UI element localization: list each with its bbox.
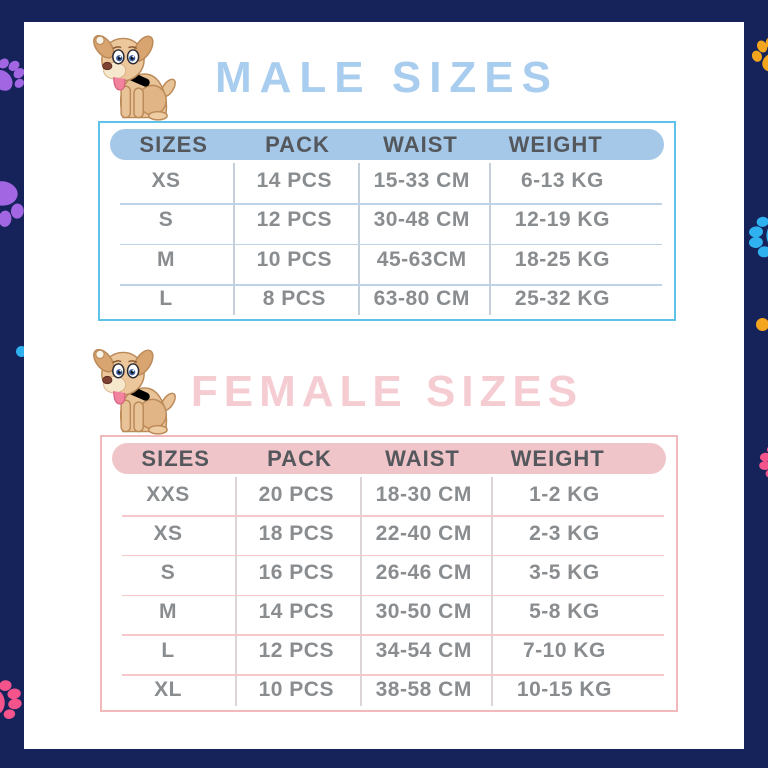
table-cell: 63-80 CM [373, 287, 470, 311]
table-cell: M [157, 247, 175, 271]
table-cell: L [159, 287, 173, 311]
table-cell: 7-10 KG [522, 639, 606, 663]
paw-dot-icon [16, 346, 27, 357]
column-divider [233, 163, 235, 315]
row-divider [120, 284, 662, 286]
table-cell: 14 PCS [256, 168, 332, 192]
female-sizes-table: SIZES PACK WAIST WEIGHT XXS 20 PCS 18-30… [100, 435, 678, 712]
table-cell: S [158, 208, 174, 232]
row-divider [122, 594, 664, 597]
row-divider [120, 203, 662, 205]
row-divider [122, 515, 664, 517]
row-divider [120, 243, 662, 245]
column-header-weight: WEIGHT [508, 131, 603, 157]
male-table-header-row: SIZES PACK WAIST WEIGHT [110, 129, 664, 160]
paw-print-icon [754, 442, 768, 482]
male-section-title: MALE SIZES [214, 53, 560, 102]
table-cell: 10-15 KG [516, 678, 612, 702]
table-cell: 15-33 CM [373, 168, 470, 192]
table-cell: L [161, 639, 175, 663]
column-divider [360, 477, 362, 706]
table-cell: 45-63CM [376, 247, 467, 271]
table-cell: M [159, 600, 177, 624]
column-divider [358, 163, 360, 315]
table-cell: 18 PCS [258, 521, 334, 545]
table-cell: 5-8 KG [529, 600, 600, 624]
table-cell: 34-54 CM [375, 639, 472, 663]
row-divider [122, 674, 664, 676]
male-sizes-table: SIZES PACK WAIST WEIGHT XS 14 PCS 15-33 … [98, 121, 676, 321]
table-cell: 10 PCS [258, 678, 334, 702]
table-cell: 30-48 CM [373, 208, 470, 232]
table-cell: 12 PCS [258, 639, 334, 663]
table-cell: 3-5 KG [529, 560, 600, 584]
paw-dot-icon [756, 318, 768, 331]
table-cell: XL [154, 678, 182, 702]
table-cell: 6-13 KG [520, 168, 604, 192]
column-divider [235, 477, 237, 706]
table-cell: 18-30 CM [375, 482, 472, 506]
table-cell: 16 PCS [258, 560, 334, 584]
table-cell: 25-32 KG [514, 287, 610, 311]
column-header-sizes: SIZES [141, 445, 210, 471]
table-cell: 8 PCS [262, 287, 326, 311]
table-cell: S [160, 560, 176, 584]
table-cell: 1-2 KG [529, 482, 600, 506]
table-cell: 30-50 CM [375, 600, 472, 624]
column-header-pack: PACK [265, 131, 330, 157]
row-divider [122, 634, 664, 636]
table-cell: 22-40 CM [375, 521, 472, 545]
column-divider [491, 477, 493, 706]
row-divider [122, 554, 664, 557]
table-cell: XS [151, 168, 181, 192]
table-cell: 2-3 KG [529, 521, 600, 545]
table-cell: 10 PCS [256, 247, 332, 271]
column-header-sizes: SIZES [139, 131, 208, 157]
table-cell: 18-25 KG [514, 247, 610, 271]
table-cell: 14 PCS [258, 600, 334, 624]
paw-print-icon [741, 25, 768, 83]
female-table-header-row: SIZES PACK WAIST WEIGHT [112, 443, 666, 474]
column-header-pack: PACK [267, 445, 332, 471]
table-cell: 26-46 CM [375, 560, 472, 584]
column-header-waist: WAIST [385, 445, 460, 471]
column-divider [489, 163, 491, 315]
table-cell: 20 PCS [258, 482, 334, 506]
table-cell: 38-58 CM [375, 678, 472, 702]
male-table-body: XS 14 PCS 15-33 CM 6-13 KG S 12 PCS 30-4… [100, 161, 674, 319]
column-header-waist: WAIST [383, 131, 458, 157]
table-cell: XXS [146, 482, 190, 506]
table-cell: 12-19 KG [514, 208, 610, 232]
column-header-weight: WEIGHT [510, 445, 605, 471]
female-table-body: XXS 20 PCS 18-30 CM 1-2 KG XS 18 PCS 22-… [102, 475, 676, 710]
table-cell: XS [153, 521, 183, 545]
female-section-title: FEMALE SIZES [190, 367, 584, 416]
paw-print-icon [740, 210, 768, 264]
table-cell: 12 PCS [256, 208, 332, 232]
